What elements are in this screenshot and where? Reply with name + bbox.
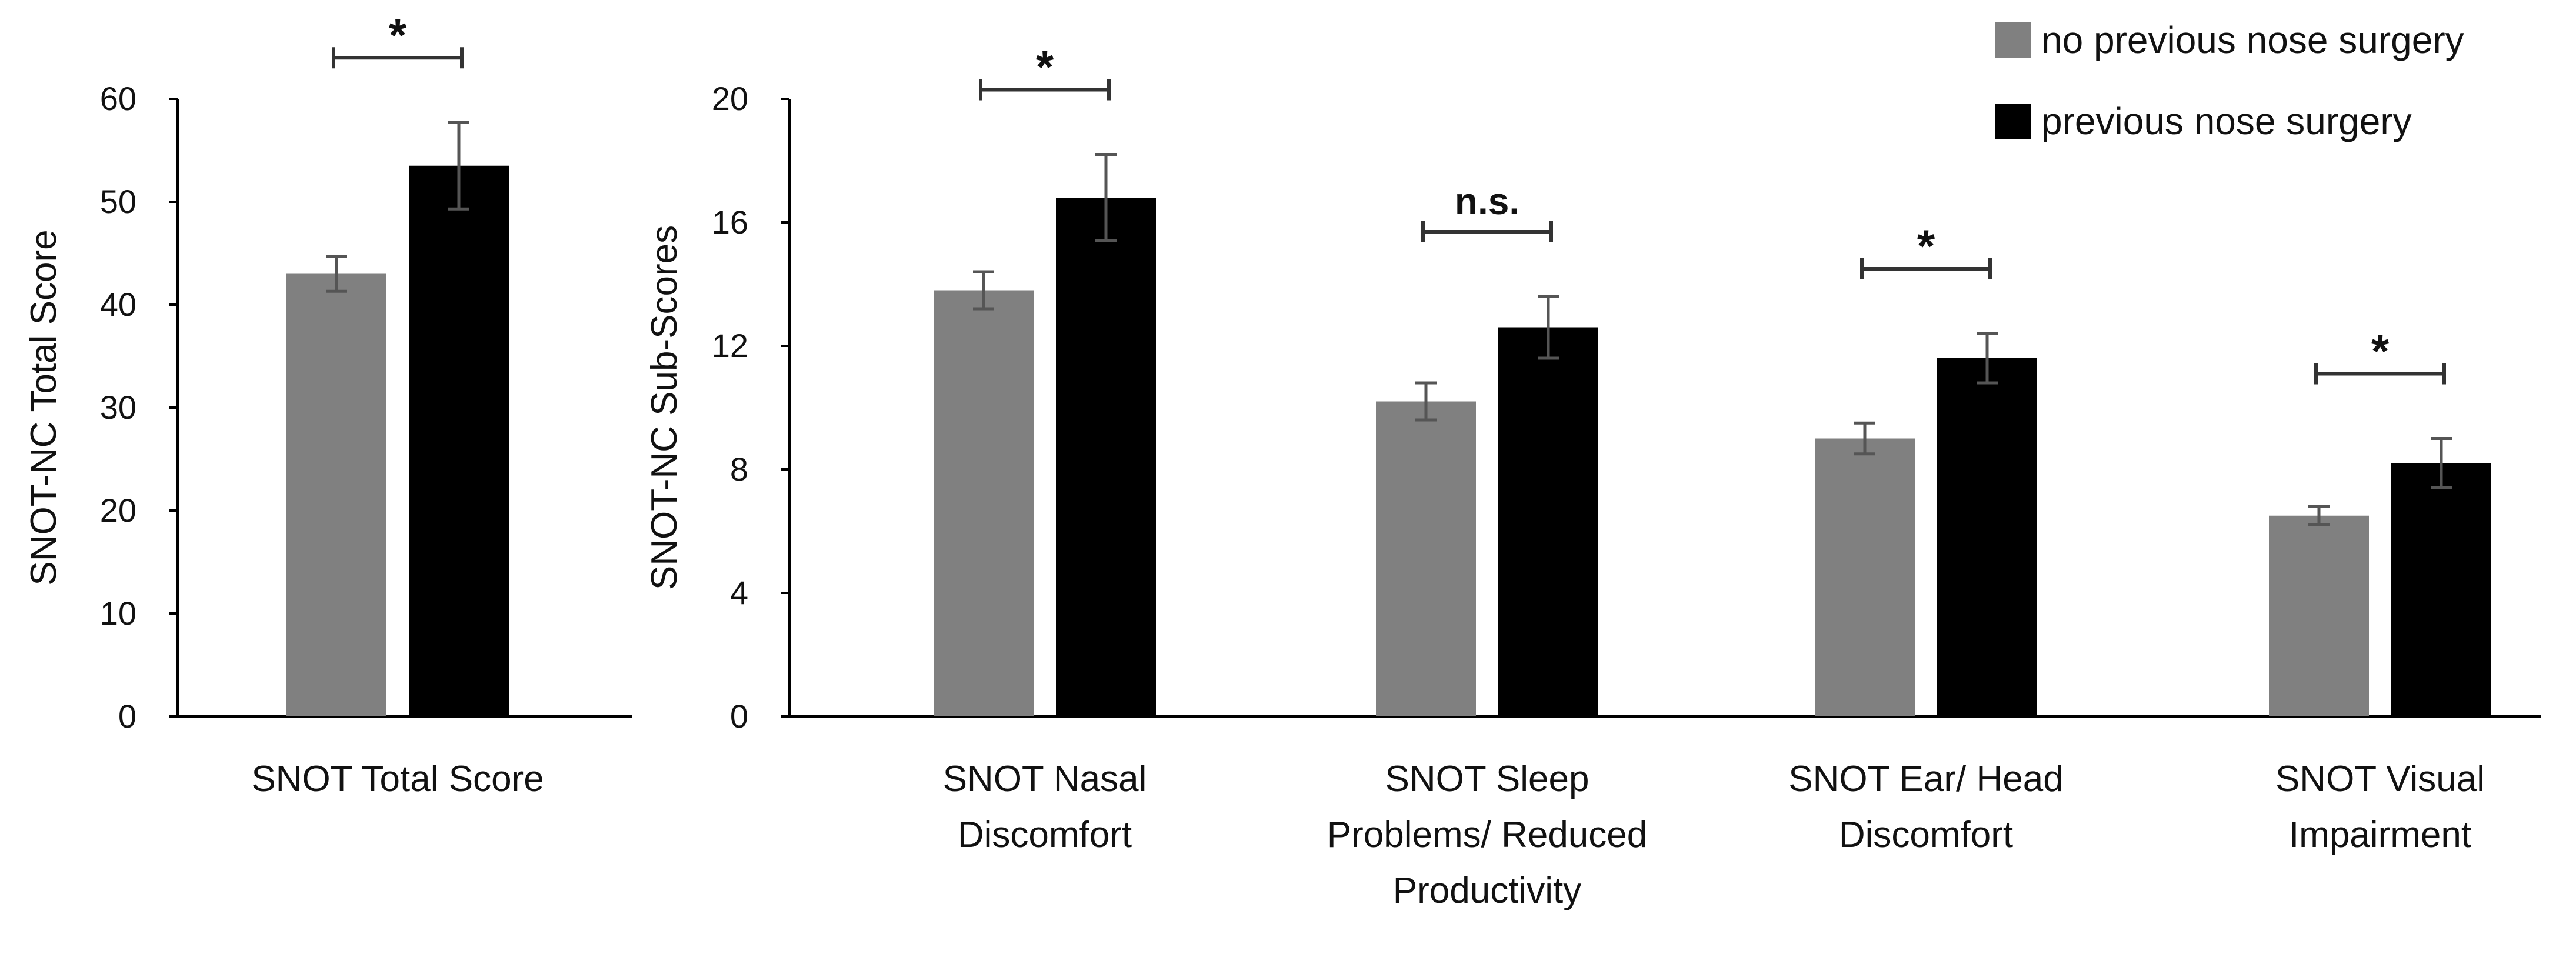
- y-tick-label: 16: [712, 204, 748, 241]
- y-tick-label: 10: [100, 595, 136, 632]
- significance-bracket: *: [979, 41, 1111, 101]
- significance-label: *: [2371, 325, 2390, 377]
- error-bar: [448, 121, 469, 211]
- category-label: Discomfort: [958, 815, 1132, 855]
- category-label: Productivity: [1393, 870, 1581, 911]
- significance-label: *: [1036, 41, 1054, 93]
- significance-label: *: [389, 9, 407, 61]
- category-label: SNOT Total Score: [251, 759, 544, 799]
- y-tick-label: 20: [712, 80, 748, 117]
- y-axis-title: SNOT-NC Total Score: [24, 229, 64, 585]
- legend: no previous nose surgery previous nose su…: [1995, 19, 2464, 142]
- bar-surgery: [409, 165, 509, 716]
- error-bar: [326, 255, 347, 293]
- y-axis-title: SNOT-NC Sub-Scores: [644, 225, 685, 590]
- bar-surgery: [2391, 463, 2491, 716]
- y-tick-label: 60: [100, 80, 136, 117]
- significance-label: *: [1917, 220, 1935, 272]
- significance-bracket: n.s.: [1421, 180, 1553, 242]
- y-tick-label: 30: [100, 389, 136, 426]
- category-label: SNOT Visual: [2275, 759, 2485, 799]
- y-tick-label: 20: [100, 492, 136, 529]
- category-label: Discomfort: [1839, 815, 2013, 855]
- legend-swatch: [1995, 104, 2031, 139]
- category-label: Impairment: [2289, 815, 2471, 855]
- legend-label: no previous nose surgery: [2041, 19, 2464, 61]
- significance-bracket: *: [332, 9, 464, 69]
- bar-surgery: [1498, 327, 1598, 716]
- legend-label: previous nose surgery: [2041, 100, 2412, 142]
- significance-bracket: *: [1860, 220, 1992, 279]
- significance-bracket: *: [2314, 325, 2446, 385]
- y-tick-label: 40: [100, 286, 136, 323]
- bar-no-surgery: [2269, 515, 2369, 716]
- error-bar: [973, 270, 994, 311]
- y-tick-label: 8: [730, 451, 748, 488]
- category-label: Problems/ Reduced: [1327, 815, 1648, 855]
- error-bar: [1854, 421, 1875, 456]
- y-tick-label: 0: [118, 698, 136, 735]
- category-label: SNOT Ear/ Head: [1788, 759, 2063, 799]
- chart-panel-1: 0 10 20 30 40 50 60 SNOT-NC Total Score * SNOT To…: [24, 9, 632, 799]
- bar-no-surgery: [1815, 438, 1915, 716]
- category-label: SNOT Sleep: [1385, 759, 1589, 799]
- error-bar: [1538, 295, 1559, 360]
- bar-no-surgery: [1376, 401, 1476, 716]
- error-bar: [1977, 332, 1998, 385]
- bar-no-surgery: [934, 290, 1034, 716]
- y-tick-label: 12: [712, 327, 748, 364]
- y-tick-label: 50: [100, 183, 136, 220]
- y-tick-label: 4: [730, 574, 748, 611]
- chart-panel-2: 0 4 8 12 16 20 SNOT-NC Sub-Scores * SNOT Nasal Di…: [644, 41, 2541, 911]
- error-bar: [1415, 381, 1437, 422]
- significance-label: n.s.: [1455, 180, 1519, 222]
- y-tick-label: 0: [730, 698, 748, 735]
- error-bar: [1095, 153, 1117, 242]
- error-bar: [2431, 437, 2452, 489]
- category-label: SNOT Nasal: [943, 759, 1147, 799]
- bar-surgery: [1056, 198, 1156, 716]
- error-bar: [2308, 505, 2330, 526]
- bar-no-surgery: [286, 273, 386, 716]
- bar-surgery: [1937, 358, 2037, 716]
- legend-swatch: [1995, 22, 2031, 58]
